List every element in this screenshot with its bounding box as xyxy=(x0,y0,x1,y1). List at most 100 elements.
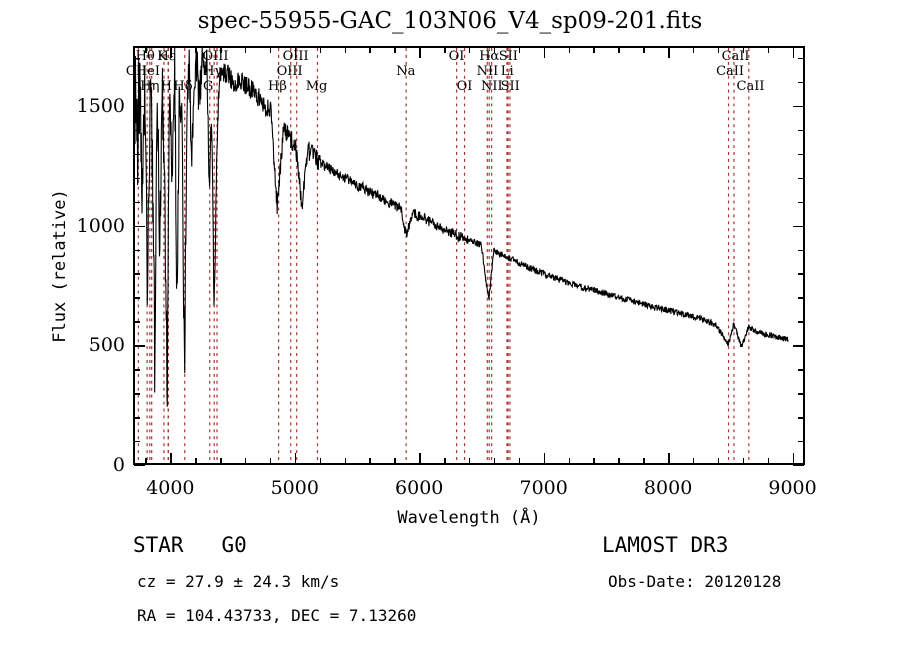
axis-tick xyxy=(344,458,346,464)
line-label-oi: OI xyxy=(448,49,465,64)
x-tick-label: 4000 xyxy=(146,477,195,499)
axis-tick xyxy=(134,465,145,467)
axis-tick xyxy=(798,441,804,443)
line-label-caii: CaII xyxy=(721,49,750,64)
axis-tick xyxy=(170,47,172,58)
axis-tick xyxy=(319,47,322,53)
axis-tick xyxy=(593,47,595,53)
axis-tick xyxy=(134,321,140,323)
axis-tick xyxy=(798,249,804,251)
line-label-li: Li xyxy=(500,64,514,79)
flux-curve xyxy=(135,48,789,407)
x-tick-label: 9000 xyxy=(768,477,817,499)
axis-tick xyxy=(798,81,804,84)
axis-tick xyxy=(245,47,247,53)
axis-tick xyxy=(195,47,197,53)
line-label-nii: NII xyxy=(476,64,499,79)
axis-tick xyxy=(134,441,140,443)
axis-tick xyxy=(798,417,804,419)
line-label-h: Hβ xyxy=(268,79,287,94)
axis-tick xyxy=(798,177,804,180)
axis-tick xyxy=(793,345,804,347)
line-label-na: Na xyxy=(396,64,416,79)
line-label-oiii: OIII xyxy=(282,49,309,64)
line-label-oiii: OIII xyxy=(276,64,303,79)
y-tick-label: 0 xyxy=(112,454,125,476)
line-label-nii: NII xyxy=(480,79,503,94)
axis-tick xyxy=(369,47,371,53)
survey-label: LAMOST DR3 xyxy=(602,533,729,557)
axis-tick xyxy=(469,458,471,464)
x-tick-label: 6000 xyxy=(395,477,444,499)
page-title: spec-55955-GAC_103N06_V4_sp09-201.fits xyxy=(197,8,703,34)
line-label-caii: CaII xyxy=(736,79,765,94)
axis-tick xyxy=(798,129,804,132)
axis-tick xyxy=(134,297,140,299)
x-axis-title: Wavelength (Å) xyxy=(397,508,541,528)
line-label-oi: OI xyxy=(456,79,473,94)
axis-tick xyxy=(693,47,695,53)
axis-tick xyxy=(568,458,570,464)
axis-tick xyxy=(444,458,446,464)
y-tick-label: 1000 xyxy=(76,214,125,237)
axis-tick xyxy=(543,453,546,464)
axis-tick xyxy=(717,47,720,53)
axis-tick xyxy=(170,453,172,464)
axis-tick xyxy=(294,453,297,464)
y-tick-label: 1500 xyxy=(76,94,125,117)
axis-tick xyxy=(798,297,804,299)
axis-tick xyxy=(134,201,140,204)
axis-tick xyxy=(798,393,804,395)
axis-tick xyxy=(394,458,396,464)
axis-tick xyxy=(793,465,804,467)
y-axis-title: Flux (relative) xyxy=(50,189,70,343)
y-tick-label: 500 xyxy=(88,334,125,357)
axis-tick xyxy=(134,81,140,84)
x-tick-label: 5000 xyxy=(270,477,319,499)
axis-tick xyxy=(742,458,745,464)
axis-tick xyxy=(668,453,670,464)
axis-tick xyxy=(134,273,140,275)
line-label-h: Hγ xyxy=(203,64,223,79)
line-label-k: K xyxy=(157,49,167,64)
axis-tick xyxy=(134,57,140,60)
axis-tick xyxy=(319,458,322,464)
axis-tick xyxy=(493,47,496,53)
spectrum-plot-area xyxy=(133,46,805,465)
coords-label: RA = 104.43733, DEC = 7.13260 xyxy=(137,606,417,625)
axis-tick xyxy=(568,47,570,53)
axis-tick xyxy=(444,47,446,53)
line-label-h: Hθ xyxy=(135,49,155,64)
axis-tick xyxy=(419,47,421,58)
axis-tick xyxy=(618,47,620,53)
axis-tick xyxy=(344,47,346,53)
x-tick-label: 8000 xyxy=(643,477,693,499)
axis-tick xyxy=(469,47,471,53)
axis-tick xyxy=(798,369,804,371)
axis-tick xyxy=(518,47,521,53)
axis-tick xyxy=(245,458,247,464)
line-label-oii: OII xyxy=(125,64,147,79)
axis-tick xyxy=(369,458,371,464)
axis-tick xyxy=(134,177,140,180)
axis-tick xyxy=(134,153,140,156)
axis-tick xyxy=(543,47,546,58)
axis-tick xyxy=(767,47,770,53)
axis-tick xyxy=(269,47,272,53)
axis-tick xyxy=(518,458,521,464)
cz-label: cz = 27.9 ± 24.3 km/s xyxy=(137,572,340,591)
axis-tick xyxy=(792,47,794,58)
axis-tick xyxy=(798,153,804,156)
line-label-oiii: OIII xyxy=(202,49,229,64)
axis-tick xyxy=(195,458,197,464)
axis-tick xyxy=(693,458,695,464)
axis-tick xyxy=(643,458,645,464)
axis-tick xyxy=(145,47,147,53)
object-type-label: STAR G0 xyxy=(133,533,247,557)
axis-tick xyxy=(220,458,222,464)
line-label-h: Hη xyxy=(140,79,160,94)
axis-tick xyxy=(134,417,140,419)
axis-tick xyxy=(798,273,804,275)
axis-tick xyxy=(798,57,804,60)
